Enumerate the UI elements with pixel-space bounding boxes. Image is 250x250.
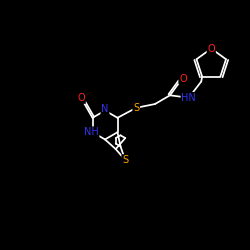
- Text: O: O: [179, 74, 187, 84]
- Text: N: N: [101, 104, 109, 114]
- Text: S: S: [133, 103, 139, 113]
- Text: HN: HN: [182, 93, 196, 103]
- Text: S: S: [122, 155, 128, 165]
- Text: O: O: [78, 93, 85, 103]
- Text: O: O: [208, 44, 215, 54]
- Text: NH: NH: [84, 127, 99, 137]
